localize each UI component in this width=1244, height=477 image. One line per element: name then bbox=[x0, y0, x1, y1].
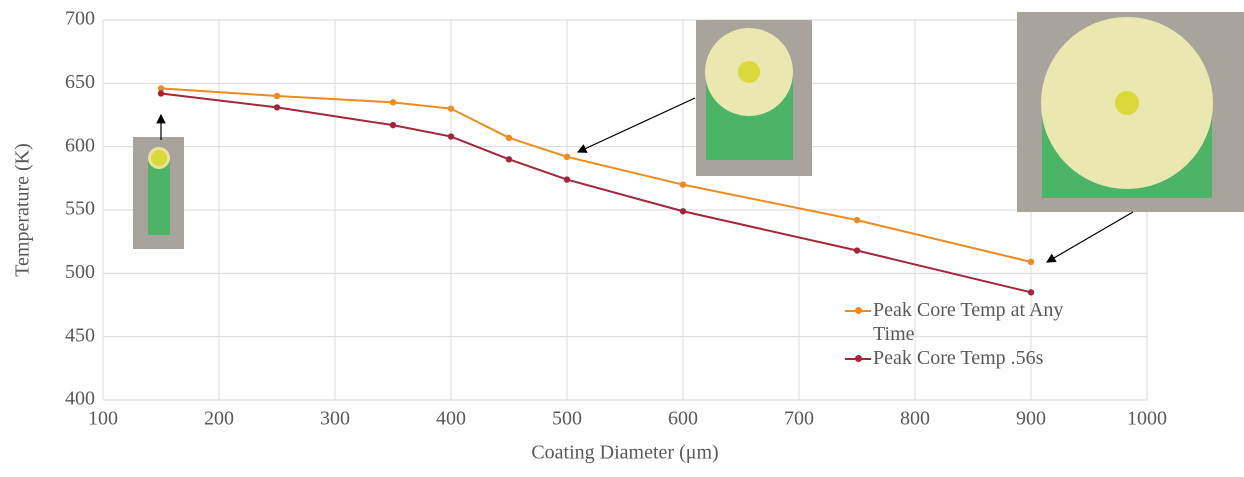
legend-marker bbox=[855, 307, 862, 314]
x-tick-label: 100 bbox=[88, 408, 118, 430]
data-point bbox=[1028, 289, 1034, 295]
x-axis-title: Coating Diameter (μm) bbox=[531, 442, 718, 464]
data-point bbox=[448, 133, 454, 139]
x-tick-label: 700 bbox=[784, 408, 814, 430]
arrow bbox=[1047, 212, 1133, 262]
x-tick-label: 900 bbox=[1016, 408, 1046, 430]
data-point bbox=[854, 217, 860, 223]
arrow bbox=[578, 98, 695, 152]
x-tick-label: 800 bbox=[900, 408, 930, 430]
x-tick-label: 400 bbox=[436, 408, 466, 430]
x-tick-label: 500 bbox=[552, 408, 582, 430]
inset-medium bbox=[696, 20, 812, 176]
y-tick-label: 600 bbox=[65, 134, 95, 156]
series-line bbox=[161, 88, 1031, 262]
legend-label: Peak Core Temp at Any Time bbox=[873, 299, 1063, 345]
data-point bbox=[448, 105, 454, 111]
series-line bbox=[161, 93, 1031, 292]
data-point bbox=[390, 99, 396, 105]
chart: 400 450 500 550 600 650 700 100 200 300 400 500 600 7… bbox=[0, 0, 1244, 472]
legend-marker bbox=[855, 355, 862, 362]
x-tick-label: 600 bbox=[668, 408, 698, 430]
data-point bbox=[680, 181, 686, 187]
legend-item: Peak Core Temp at Any Time bbox=[845, 298, 1095, 346]
data-point bbox=[158, 90, 164, 96]
data-point bbox=[680, 208, 686, 214]
y-tick-label: 500 bbox=[65, 261, 95, 283]
data-point bbox=[854, 247, 860, 253]
data-point bbox=[390, 122, 396, 128]
y-tick-label: 400 bbox=[65, 388, 95, 410]
y-tick-label: 550 bbox=[65, 198, 95, 220]
x-tick-label: 300 bbox=[320, 408, 350, 430]
x-tick-label: 1000 bbox=[1127, 408, 1167, 430]
y-tick-label: 450 bbox=[65, 324, 95, 346]
data-point bbox=[506, 156, 512, 162]
data-point bbox=[564, 176, 570, 182]
y-axis-title: Temperature (K) bbox=[12, 143, 34, 277]
data-point bbox=[564, 154, 570, 160]
page: {"chart_data": {"type": "line", "x_label… bbox=[0, 0, 1244, 472]
data-point bbox=[506, 135, 512, 141]
data-point bbox=[1028, 259, 1034, 265]
x-tick-label: 200 bbox=[204, 408, 234, 430]
legend-label: Peak Core Temp .56s bbox=[873, 347, 1043, 369]
inset-small bbox=[133, 137, 184, 249]
y-tick-label: 700 bbox=[65, 8, 95, 30]
data-point bbox=[274, 93, 280, 99]
inset-large bbox=[1017, 12, 1244, 212]
legend-item: Peak Core Temp .56s bbox=[845, 346, 1095, 370]
y-tick-label: 650 bbox=[65, 71, 95, 93]
data-point bbox=[274, 104, 280, 110]
